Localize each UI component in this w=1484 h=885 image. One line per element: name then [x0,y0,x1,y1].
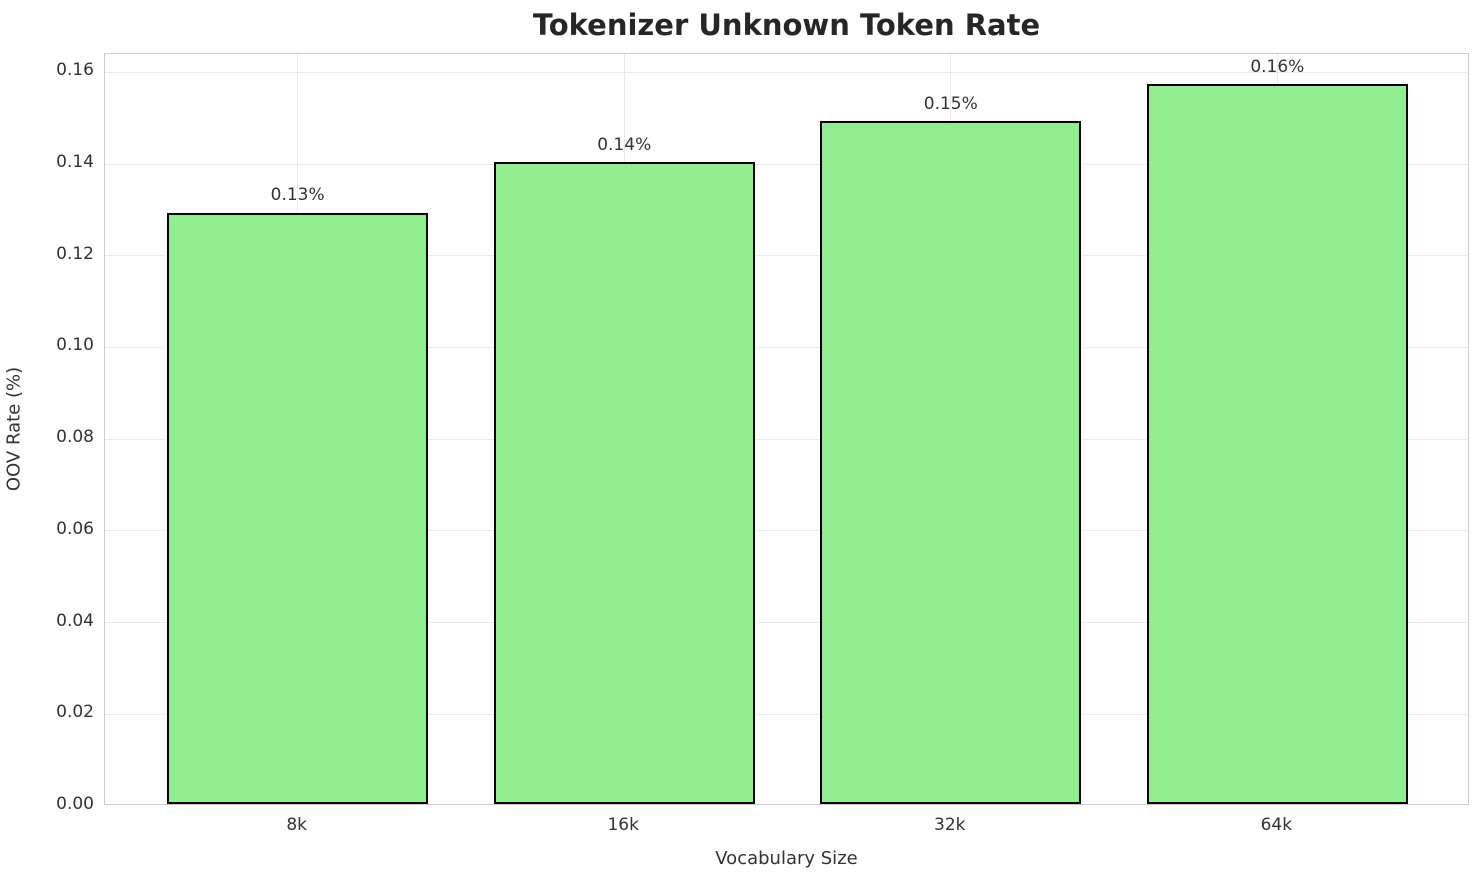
horizontal-gridline [105,438,1468,440]
x-tick-label: 16k [607,815,639,835]
bar-16k [493,162,755,804]
horizontal-gridline [105,163,1468,165]
bar-32k [820,120,1082,804]
x-tick-label: 8k [286,815,307,835]
bar-value-label: 0.15% [923,93,978,114]
bar-8k [167,212,429,804]
bar-value-label: 0.16% [1250,57,1305,78]
y-tick-label: 0.04 [56,610,94,631]
y-tick-label: 0.06 [56,518,94,539]
y-tick-label: 0.02 [56,702,94,723]
chart-title: Tokenizer Unknown Token Rate [532,8,1041,42]
y-tick-label: 0.08 [56,427,94,448]
horizontal-gridline [105,346,1468,348]
x-axis-label: Vocabulary Size [715,848,858,869]
bar-value-label: 0.13% [270,185,325,206]
y-tick-label: 0.10 [56,335,94,356]
plot-area: 0.13% 0.14% 0.15% 0.16% [104,53,1469,805]
y-tick-label: 0.00 [56,794,94,814]
horizontal-gridline [105,622,1468,624]
horizontal-gridline [105,530,1468,532]
x-tick-label: 32k [934,815,966,835]
x-tick-label: 64k [1260,815,1293,835]
horizontal-gridline [105,71,1468,73]
bar-value-label: 0.14% [597,135,652,156]
horizontal-gridline [105,255,1468,257]
y-tick-label: 0.16 [56,60,94,81]
horizontal-gridline [105,713,1468,715]
y-tick-label: 0.12 [56,243,94,264]
bar-64k [1146,84,1408,804]
y-tick-label: 0.14 [56,152,94,173]
